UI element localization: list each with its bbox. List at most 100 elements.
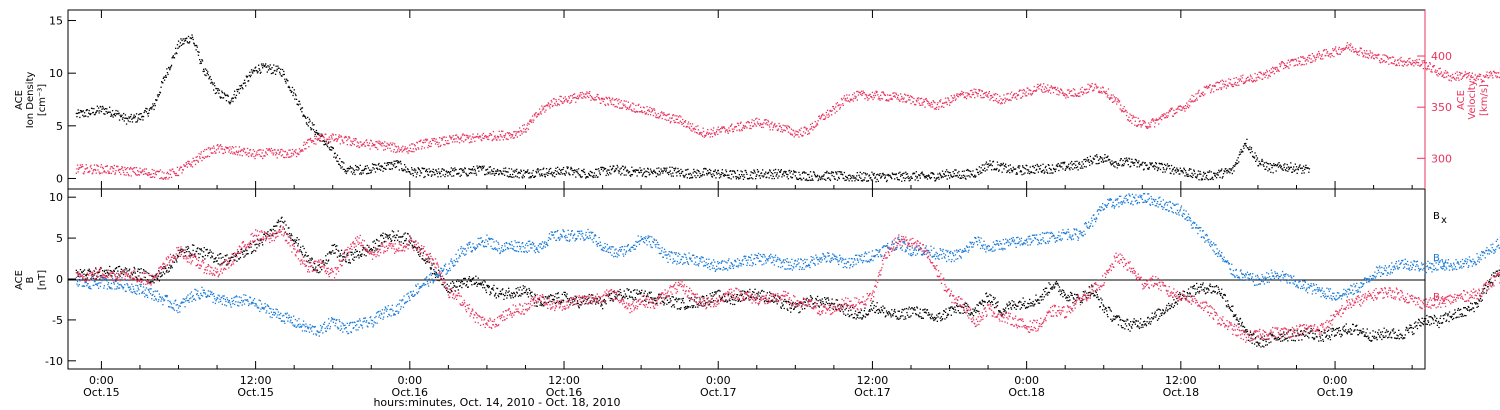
velocity-data-point	[1138, 121, 1141, 123]
velocity-data-point	[1073, 95, 1075, 97]
density-data-point	[170, 64, 173, 66]
velocity-data-point	[1321, 53, 1323, 56]
density-data-point	[1010, 168, 1012, 170]
velocity-data-point	[509, 133, 511, 135]
velocity-data-point	[175, 172, 177, 175]
density-data-point	[278, 67, 280, 69]
velocity-data-point	[967, 94, 969, 96]
density-data-point	[257, 71, 259, 73]
velocity-data-point	[624, 104, 626, 106]
density-data-point	[989, 164, 992, 166]
velocity-data-point	[1214, 85, 1216, 87]
density-data-point	[1304, 166, 1306, 169]
velocity-data-point	[135, 174, 137, 176]
velocity-data-point	[931, 103, 933, 106]
density-data-point	[272, 72, 274, 74]
velocity-data-point	[1184, 110, 1186, 112]
velocity-data-point	[667, 113, 669, 116]
velocity-data-point	[1488, 77, 1490, 79]
density-data-point	[611, 167, 614, 169]
velocity-data-point	[130, 175, 132, 177]
density-data-point	[388, 168, 391, 170]
density-data-point	[322, 140, 325, 142]
density-data-point	[720, 173, 722, 176]
velocity-data-point	[687, 123, 689, 125]
velocity-data-point	[947, 97, 949, 99]
density-data-point	[1059, 164, 1061, 166]
velocity-data-point	[1051, 86, 1053, 88]
density-data-point	[1233, 170, 1235, 172]
velocity-data-point	[808, 132, 811, 134]
velocity-data-point	[948, 99, 950, 102]
density-data-point	[899, 175, 902, 177]
velocity-data-point	[1081, 91, 1083, 93]
density-data-point	[753, 169, 755, 171]
velocity-data-point	[579, 95, 581, 97]
density-data-point	[577, 172, 579, 175]
velocity-data-point	[266, 153, 268, 156]
velocity-data-point	[946, 103, 948, 106]
velocity-data-point	[619, 101, 621, 103]
velocity-data-point	[324, 139, 326, 141]
density-data-point	[1187, 175, 1190, 177]
density-data-point	[1173, 166, 1176, 169]
velocity-data-point	[669, 122, 671, 124]
density-data-point	[434, 173, 436, 176]
density-data-point	[1267, 163, 1270, 165]
density-data-point	[777, 177, 779, 179]
velocity-data-point	[1336, 53, 1339, 55]
density-data-point	[986, 163, 989, 165]
velocity-data-point	[604, 104, 607, 107]
density-data-point	[623, 174, 625, 176]
density-data-point	[1054, 170, 1056, 173]
velocity-data-point	[776, 125, 778, 127]
density-data-point	[1089, 155, 1091, 158]
density-data-point	[1037, 171, 1039, 173]
velocity-data-point	[309, 139, 311, 141]
velocity-data-point	[481, 134, 483, 136]
density-data-point	[916, 176, 919, 178]
velocity-data-point	[1103, 90, 1105, 92]
velocity-data-point	[92, 172, 94, 174]
velocity-data-point	[688, 126, 690, 128]
density-data-point	[536, 172, 538, 174]
density-data-point	[312, 129, 315, 131]
velocity-data-point	[1264, 76, 1266, 78]
density-data-point	[793, 170, 795, 172]
density-data-point	[317, 133, 319, 135]
density-data-point	[890, 176, 892, 179]
velocity-data-point	[647, 109, 649, 112]
velocity-data-point	[289, 149, 291, 151]
velocity-data-point	[1307, 56, 1309, 59]
velocity-data-point	[1438, 68, 1440, 70]
density-data-point	[1112, 162, 1114, 164]
density-data-point	[85, 109, 87, 112]
density-data-point	[252, 72, 254, 74]
density-data-point	[238, 92, 240, 94]
density-data-point	[111, 110, 114, 112]
density-data-point	[1240, 148, 1242, 151]
velocity-data-point	[641, 110, 643, 112]
density-data-point	[908, 180, 910, 182]
density-data-point	[344, 171, 346, 173]
velocity-data-point	[923, 99, 925, 101]
density-data-point	[1211, 177, 1213, 179]
density-data-point	[954, 175, 957, 177]
density-data-point	[1030, 171, 1032, 173]
velocity-data-point	[456, 134, 458, 136]
density-data-point	[540, 174, 542, 176]
density-data-point	[648, 174, 650, 176]
density-data-point	[811, 178, 813, 180]
density-data-point	[1148, 168, 1150, 170]
velocity-data-point	[1076, 95, 1079, 97]
density-data-point	[508, 167, 510, 170]
density-data-point	[134, 117, 136, 119]
density-data-point	[166, 68, 168, 70]
velocity-data-point	[1049, 86, 1051, 89]
velocity-data-point	[508, 132, 510, 135]
velocity-data-point	[1065, 94, 1068, 96]
velocity-data-point	[927, 101, 930, 103]
velocity-data-point	[270, 150, 272, 152]
velocity-data-point	[1332, 48, 1334, 50]
density-data-point	[80, 111, 82, 113]
